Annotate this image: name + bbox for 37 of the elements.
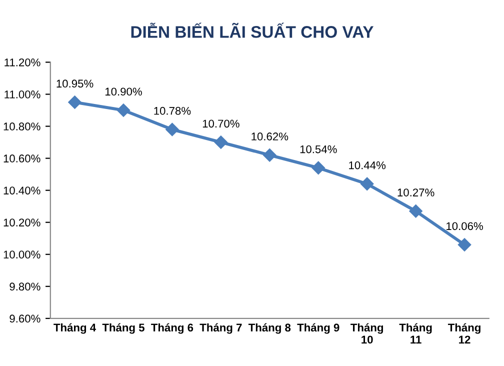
- y-tick-label: 10.20%: [4, 218, 40, 226]
- x-tick-label: Tháng 6: [151, 323, 194, 334]
- x-tick-label: Tháng 11: [399, 323, 432, 344]
- data-label: 10.95%: [56, 80, 94, 88]
- point: [409, 204, 422, 218]
- point: [312, 161, 325, 174]
- point: [68, 96, 82, 109]
- y-tick-label: 10.00%: [4, 250, 40, 259]
- x-tick-label: Tháng 5: [102, 323, 144, 334]
- data-label: 10.54%: [300, 145, 337, 154]
- x-tick-label: Tháng 7: [200, 323, 242, 334]
- x-tick-label: Tháng 8: [248, 323, 291, 334]
- y-tick-label: 9.80%: [10, 282, 40, 291]
- point: [166, 122, 179, 136]
- y-tick-label: 9.60%: [10, 314, 40, 323]
- x-tick-label: Tháng 10: [350, 323, 383, 344]
- data-label: 10.78%: [154, 106, 191, 115]
- point: [360, 177, 374, 191]
- point: [214, 136, 228, 149]
- data-label: 10.44%: [349, 161, 386, 170]
- data-label: 10.90%: [105, 88, 142, 96]
- y-tick-label: 11.00%: [4, 90, 40, 98]
- data-label: 10.06%: [446, 222, 483, 230]
- point: [458, 238, 472, 252]
- y-tick-label: 10.60%: [4, 154, 40, 162]
- data-label: 10.27%: [398, 188, 434, 196]
- x-tick-label: Tháng 4: [54, 323, 96, 334]
- y-tick-label: 10.40%: [4, 186, 40, 194]
- y-tick-label: 10.80%: [4, 122, 40, 130]
- point: [116, 104, 130, 117]
- x-tick-label: Tháng 12: [448, 323, 480, 344]
- x-tick-label: Tháng 9: [297, 323, 340, 334]
- data-label: 10.62%: [252, 132, 288, 140]
- y-tick-label: 11.20%: [4, 58, 40, 66]
- data-label: 10.70%: [202, 120, 240, 128]
- chart-title: DIỄN BIẾN LÃI SUẤT CHO VAY: [131, 22, 374, 38]
- point: [263, 148, 276, 162]
